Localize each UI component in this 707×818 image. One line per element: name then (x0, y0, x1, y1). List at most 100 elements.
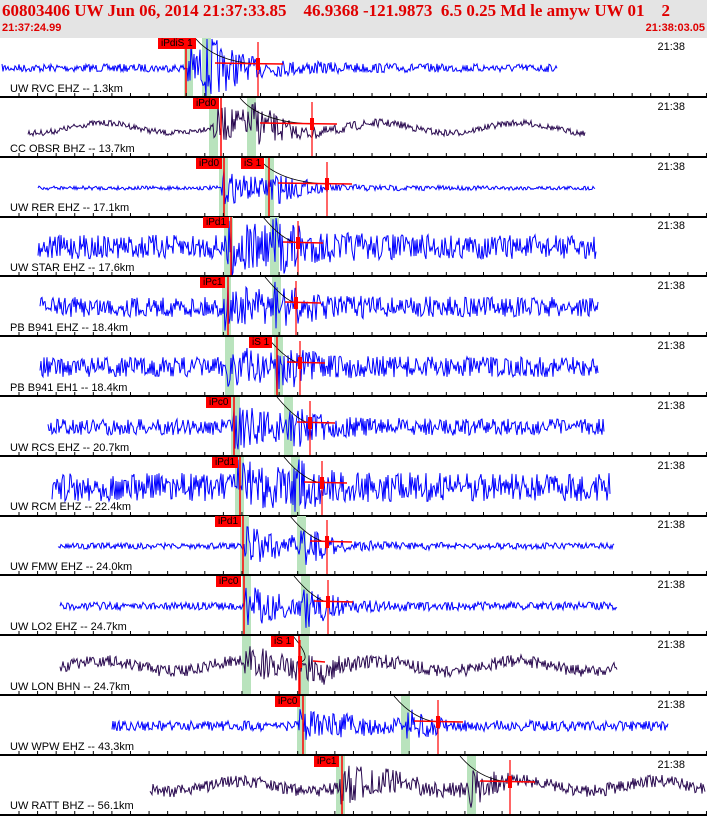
trace-row[interactable]: iPc1 21:38 UW RATT BHZ -- 56.1km (0, 755, 707, 816)
phase-pick-label[interactable]: iPc0 (216, 576, 242, 588)
s-window (467, 755, 476, 816)
coda-line (259, 122, 338, 125)
coda-curve (289, 516, 328, 543)
station-label: UW FMW EHZ -- 24.0km (10, 561, 133, 574)
minute-label: 21:38 (657, 41, 685, 53)
coda-line (214, 62, 284, 65)
phase-pick-label[interactable]: iPd1 (212, 456, 239, 468)
coda-line (296, 421, 336, 424)
coda-line (277, 181, 353, 185)
trace-row[interactable]: iPd0 iS 1 21:38 UW RER EHZ -- 17.1km (0, 157, 707, 218)
coda-line (309, 540, 353, 544)
p-window (297, 695, 306, 756)
minute-label: 21:38 (657, 758, 685, 771)
station-label: UW STAR EHZ -- 17.6km (10, 262, 135, 275)
trace-panel[interactable]: iPdiS 1 21:38 UW RVC EHZ -- 1.3km iPd0 21:38… (0, 38, 707, 816)
phase-pick-label[interactable]: iPc0 (206, 396, 232, 408)
coda-box (325, 536, 329, 549)
waveform (59, 587, 618, 628)
trace-row[interactable]: iS 1 21:38 UW LON BHN -- 24.7km (0, 635, 707, 696)
waveform (51, 459, 611, 512)
s-window (300, 635, 309, 696)
station-label: UW WPW EHZ -- 43.3km (10, 740, 135, 753)
station-label: UW RCM EHZ -- 22.4km (10, 501, 131, 514)
phase-pick-label[interactable]: iPc1 (200, 277, 226, 289)
phase-pick-label[interactable]: iPd0 (193, 97, 220, 109)
minute-label: 21:38 (657, 160, 685, 173)
coda-box (508, 775, 512, 788)
minute-label: 21:38 (657, 100, 685, 113)
s-window (301, 576, 310, 637)
coda-curve (393, 695, 439, 723)
phase-pick-label[interactable]: iPc1 (314, 755, 340, 767)
station-label: UW RATT BHZ -- 56.1km (10, 800, 134, 813)
coda-box (308, 416, 312, 429)
coda-line (313, 600, 354, 603)
trace-row[interactable]: iPc0 21:38 UW LO2 EHZ -- 24.7km (0, 576, 707, 637)
end-time: 21:38:03.05 (645, 22, 705, 34)
s-window (297, 516, 306, 577)
station-label: UW LO2 EHZ -- 24.7km (10, 620, 127, 633)
trace-row[interactable]: iS 1 21:38 PB B941 EH1 -- 18.4km (0, 336, 707, 397)
phase-pick-label[interactable]: iS 1 (249, 336, 273, 348)
phase-pick-label[interactable]: iS 1 (271, 635, 295, 647)
p-window (225, 336, 234, 397)
station-label: UW RCS EHZ -- 20.7km (10, 441, 130, 454)
coda-line (312, 660, 326, 663)
trace-row[interactable]: iPd1 21:38 UW RCM EHZ -- 22.4km (0, 456, 707, 517)
minute-label: 21:38 (657, 698, 685, 711)
phase-pick-label[interactable]: iS 1 (241, 157, 265, 169)
trace-row[interactable]: iPc0 21:38 UW WPW EHZ -- 43.3km (0, 695, 707, 756)
station-label: CC OBSR BHZ -- 13.7km (10, 142, 135, 155)
station-label: UW RER EHZ -- 17.1km (10, 202, 130, 215)
trace-row[interactable]: iPd1 21:38 UW FMW EHZ -- 24.0km (0, 516, 707, 577)
waveform (57, 526, 615, 566)
station-label: PB B941 EHZ -- 18.4km (10, 321, 128, 334)
waveform (149, 765, 706, 808)
minute-label: 21:38 (657, 579, 685, 592)
minute-label: 21:38 (657, 519, 685, 532)
coda-box (298, 655, 302, 668)
waveform (111, 708, 669, 740)
minute-label: 21:38 (657, 339, 685, 352)
coda-line (282, 241, 324, 245)
waveform (37, 170, 596, 204)
station-label: UW RVC EHZ -- 1.3km (10, 82, 123, 95)
waveform (47, 407, 605, 450)
coda-line (284, 301, 322, 304)
coda-line (286, 361, 326, 364)
p-window (222, 277, 231, 338)
minute-label: 21:38 (657, 459, 685, 472)
phase-pick-label[interactable]: iPc0 (275, 695, 301, 707)
phase-pick-label[interactable]: iPd1 (203, 217, 230, 229)
coda-line (479, 779, 536, 783)
waveform (27, 102, 586, 145)
waveform (39, 347, 599, 394)
trace-row[interactable]: iPc1 21:38 PB B941 EHZ -- 18.4km (0, 277, 707, 338)
minute-label: 21:38 (657, 220, 685, 233)
coda-box (298, 356, 302, 369)
trace-row[interactable]: iPd0 21:38 CC OBSR BHZ -- 13.7km (0, 97, 707, 158)
start-time: 21:37:24.99 (2, 22, 62, 34)
phase-pick-label[interactable]: iPd0 (196, 157, 223, 169)
phase-pick-label[interactable]: iPd1 (215, 516, 242, 528)
waveform (39, 282, 599, 331)
trace-row[interactable]: iPd1 21:38 UW STAR EHZ -- 17.6km (0, 217, 707, 278)
coda-box (436, 715, 440, 728)
coda-box (326, 596, 330, 609)
coda-line (303, 480, 348, 484)
phase-pick-label[interactable]: iPdiS 1 (158, 38, 196, 49)
coda-box (294, 297, 298, 310)
trace-row[interactable]: iPdiS 1 21:38 UW RVC EHZ -- 1.3km (0, 38, 707, 98)
trace-row[interactable]: iPc0 21:38 UW RCS EHZ -- 20.7km (0, 396, 707, 457)
coda-box (325, 177, 329, 190)
station-label: UW LON BHN -- 24.7km (10, 680, 130, 693)
waveform (37, 218, 597, 277)
minute-label: 21:38 (657, 638, 685, 651)
coda-box (310, 117, 314, 130)
coda-box (256, 58, 260, 70)
p-window (242, 635, 251, 696)
event-title: 60803406 UW Jun 06, 2014 21:37:33.85 46.… (2, 1, 671, 20)
coda-box (320, 476, 324, 489)
minute-label: 21:38 (657, 399, 685, 412)
